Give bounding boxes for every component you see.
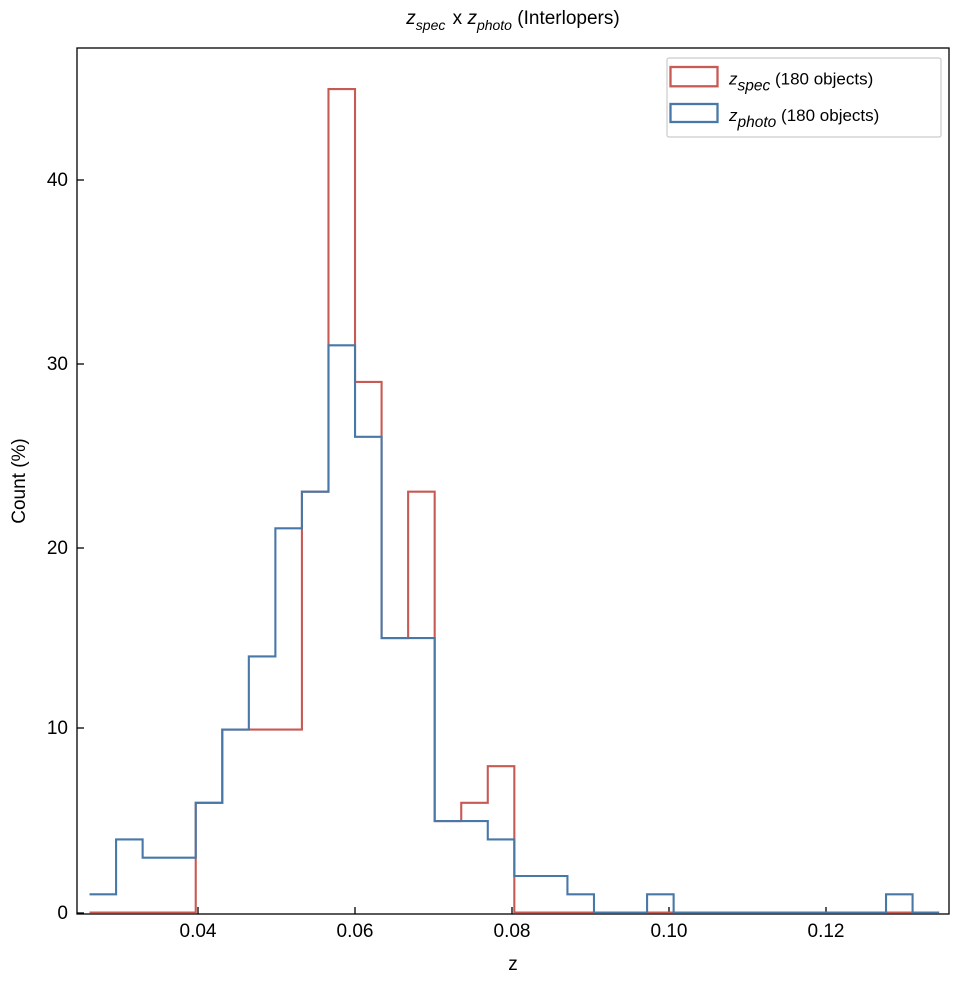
svg-text:z: z [508,954,518,975]
svg-text:0.10: 0.10 [651,921,688,942]
svg-text:30: 30 [47,354,68,375]
svg-text:40: 40 [47,170,68,191]
svg-text:20: 20 [47,538,68,559]
svg-text:0: 0 [57,903,68,924]
svg-text:0.08: 0.08 [494,921,531,942]
svg-text:Count (%): Count (%) [9,438,30,524]
svg-text:0.06: 0.06 [337,921,374,942]
svg-text:0.12: 0.12 [808,921,845,942]
svg-text:0.04: 0.04 [180,921,217,942]
svg-text:10: 10 [47,718,68,739]
